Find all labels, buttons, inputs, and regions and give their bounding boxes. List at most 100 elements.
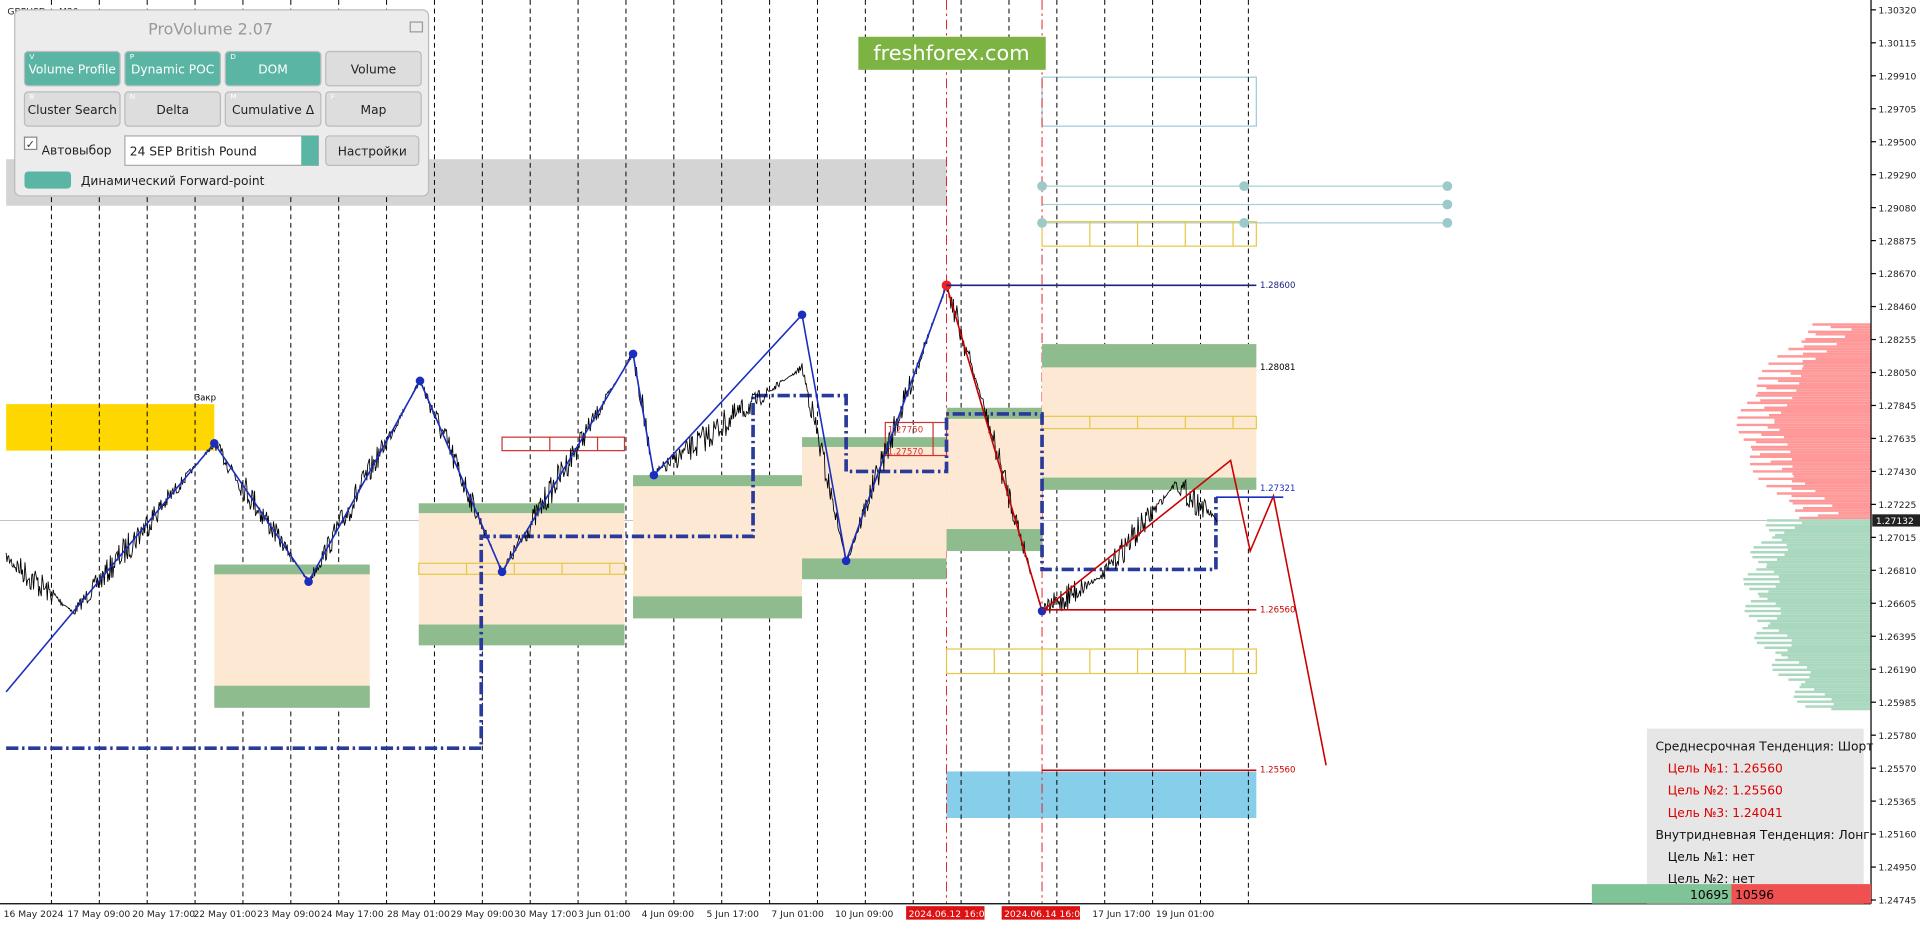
price-tick: 1.30320 xyxy=(1878,6,1916,17)
zone-bottom xyxy=(1042,477,1257,490)
anchor xyxy=(1442,217,1453,228)
close-label: Закр xyxy=(195,393,216,403)
instrument-select[interactable] xyxy=(124,135,319,166)
button-label: Map xyxy=(361,103,387,117)
buy-total: 10695 xyxy=(1690,888,1729,902)
poc-line xyxy=(6,393,1218,751)
zone-top xyxy=(802,437,947,447)
price-tick: 1.28875 xyxy=(1878,236,1916,247)
check: ✓ xyxy=(26,138,35,151)
tool-button[interactable] xyxy=(124,91,222,127)
value-area xyxy=(802,437,947,580)
button-label: Delta xyxy=(156,103,189,117)
time-tick: 20 May 17:00 xyxy=(132,909,195,920)
settings: Настройки xyxy=(338,145,407,159)
tool-button[interactable] xyxy=(124,50,222,87)
zone-top xyxy=(1042,344,1257,368)
autoselect: Автовыбор xyxy=(42,143,112,157)
level-label: 1.27321 xyxy=(1260,484,1295,494)
zone xyxy=(6,404,215,451)
checkbox[interactable] xyxy=(23,136,38,151)
price-axis xyxy=(1871,0,1920,927)
zone-bottom xyxy=(633,596,803,619)
time-tick: 10 Jun 09:00 xyxy=(835,909,893,920)
instrument: 24 SEP British Pound xyxy=(130,145,257,159)
anchor xyxy=(1239,181,1249,192)
price-tick: 1.28670 xyxy=(1878,269,1916,280)
zone-bottom xyxy=(802,558,947,580)
minimize[interactable] xyxy=(409,21,424,33)
anchor xyxy=(1442,181,1453,192)
price-tick: 1.25570 xyxy=(1878,764,1916,775)
outline-zone xyxy=(945,648,1257,675)
swing-point xyxy=(628,349,638,359)
level-label: 1.25560 xyxy=(1260,766,1295,776)
anchor xyxy=(1037,217,1047,228)
buy-volume xyxy=(1591,884,1732,904)
time-tick: 22 May 01:00 xyxy=(193,909,256,920)
forward-point: Динамический Forward-point xyxy=(81,174,265,188)
panel-title: ProVolume 2.07 xyxy=(148,19,273,38)
button-label: Cumulative Δ xyxy=(232,103,315,117)
value-area xyxy=(214,564,370,708)
time-tick: 16 May 2024 xyxy=(4,909,64,920)
spinner[interactable] xyxy=(301,135,319,166)
outline-zone xyxy=(418,562,626,575)
zigzag xyxy=(5,285,948,693)
info: Среднесрочная Тенденция: Шорт Цель №1: 1.… xyxy=(1656,740,1874,886)
outline-zone xyxy=(884,421,948,457)
time-tick: 24 May 17:00 xyxy=(321,909,384,920)
plot: 1.28600 1.28081 1.27321 1.26560 1.25560 1.277… xyxy=(5,181,1453,776)
hotkey: D xyxy=(230,52,236,61)
price-tick: 1.30115 xyxy=(1878,38,1916,49)
swing-point xyxy=(841,556,851,566)
price-tick: 1.28050 xyxy=(1878,368,1916,379)
toggle[interactable] xyxy=(24,171,72,189)
swing-point xyxy=(649,470,659,480)
zone xyxy=(946,771,1257,818)
swing-point xyxy=(415,376,425,386)
price-tick: 1.28255 xyxy=(1878,335,1916,346)
target: Цель №1: 1.26560 xyxy=(1668,762,1783,776)
price-tick: 1.27430 xyxy=(1878,467,1916,478)
button-label: Volume Profile xyxy=(29,63,116,77)
target: Цель №1: нет xyxy=(1668,850,1755,864)
price-tick: 1.26395 xyxy=(1878,632,1916,643)
tool-button[interactable] xyxy=(325,50,422,87)
zone-bottom xyxy=(418,624,625,646)
swing-point xyxy=(1037,606,1047,616)
button-label: Dynamic POC xyxy=(131,63,214,77)
price-tick: 1.29080 xyxy=(1878,203,1916,214)
price-tick: 1.29290 xyxy=(1878,170,1916,181)
price-tick: 1.25365 xyxy=(1878,797,1916,808)
settings-button[interactable] xyxy=(325,135,420,166)
forecast xyxy=(945,285,1327,766)
tool-button[interactable] xyxy=(325,91,422,127)
target: Цель №2: 1.25560 xyxy=(1668,784,1783,798)
time-tick: 17 May 09:00 xyxy=(67,909,130,920)
time-tick: 3 Jun 01:00 xyxy=(578,909,631,920)
price-tick: 1.27015 xyxy=(1878,533,1916,544)
hotkey: M xyxy=(230,92,236,101)
value-area xyxy=(633,475,803,619)
tool-button[interactable] xyxy=(224,50,322,87)
price-tick: 1.26190 xyxy=(1878,665,1916,676)
swing-point xyxy=(210,439,219,448)
swing-point xyxy=(797,310,807,320)
price-tick: 1.29500 xyxy=(1878,137,1916,148)
price-tick: 1.27845 xyxy=(1878,401,1916,412)
trend-heading: Среднесрочная Тенденция: Шорт xyxy=(1656,740,1874,754)
outline-zone xyxy=(1041,221,1257,247)
box-label: 1.27570 xyxy=(888,447,923,457)
zone-top xyxy=(633,475,803,487)
price-tick: 1.25985 xyxy=(1878,698,1916,709)
box-label: 1.27750 xyxy=(888,425,923,435)
tool-button[interactable] xyxy=(23,91,121,127)
time-tick: 7 Jun 01:00 xyxy=(771,909,824,920)
hotkey: V xyxy=(29,52,34,61)
level-label: 1.26560 xyxy=(1260,605,1295,615)
tool-button[interactable] xyxy=(23,50,121,87)
target: Цель №2: нет xyxy=(1668,872,1755,886)
hotkey: F xyxy=(331,92,335,101)
tool-button[interactable] xyxy=(224,91,322,127)
